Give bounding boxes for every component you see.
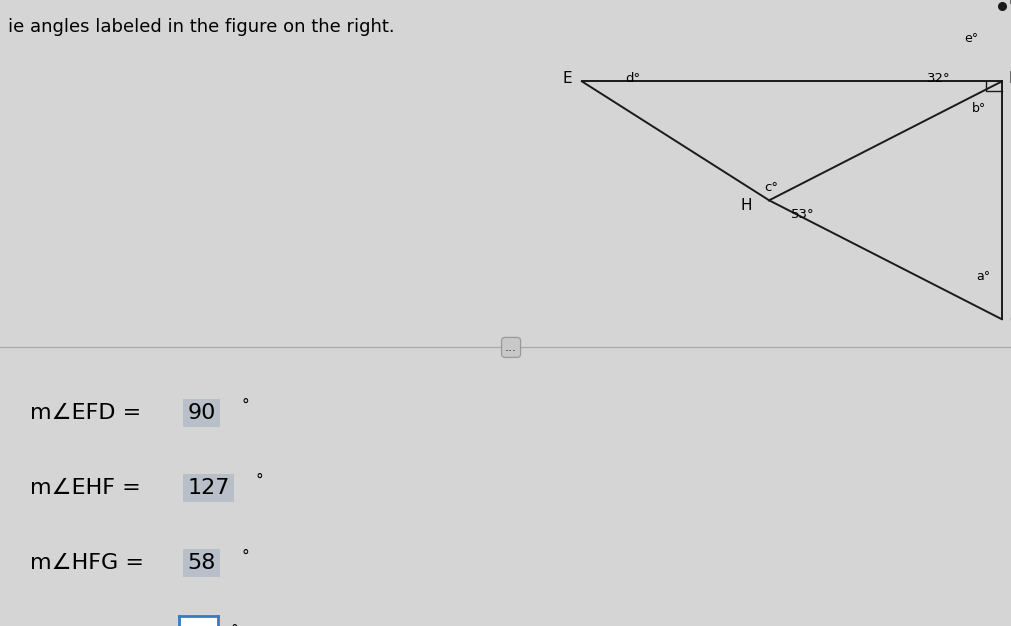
Text: F: F — [1008, 71, 1011, 86]
Text: m∠EFD =: m∠EFD = — [30, 403, 149, 423]
Text: 90: 90 — [187, 403, 215, 423]
Text: d°: d° — [625, 73, 639, 85]
Text: a°: a° — [976, 270, 990, 283]
Text: 127: 127 — [187, 478, 229, 498]
Text: °: ° — [242, 398, 250, 413]
Text: °: ° — [231, 623, 239, 626]
Text: C: C — [1008, 313, 1011, 328]
Text: 32°: 32° — [926, 73, 950, 85]
Text: e°: e° — [963, 33, 978, 45]
Text: E: E — [561, 71, 571, 86]
Text: ie angles labeled in the figure on the right.: ie angles labeled in the figure on the r… — [8, 18, 394, 36]
Text: 58: 58 — [187, 553, 215, 573]
Text: b°: b° — [971, 102, 985, 115]
Text: °: ° — [255, 473, 263, 488]
Text: D: D — [1008, 0, 1011, 8]
Text: c°: c° — [763, 182, 777, 194]
Text: °: ° — [242, 548, 250, 563]
Text: H: H — [740, 198, 751, 213]
Text: m∠HFG =: m∠HFG = — [30, 553, 152, 573]
Text: ...: ... — [504, 341, 517, 354]
Text: 53°: 53° — [790, 208, 814, 220]
Text: m∠EHF =: m∠EHF = — [30, 478, 148, 498]
